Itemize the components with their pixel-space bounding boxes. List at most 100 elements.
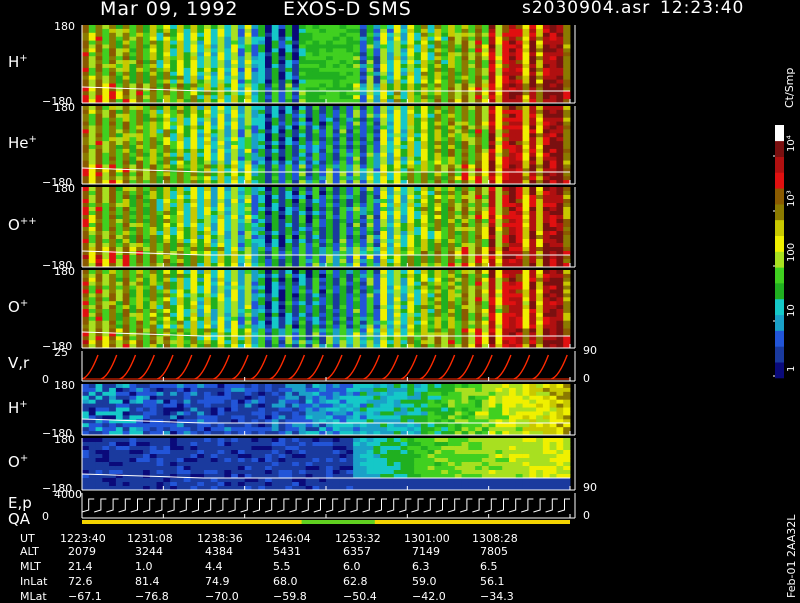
spectro-cell <box>414 117 422 122</box>
spectro-cell <box>339 121 347 126</box>
spectro-cell <box>400 60 408 65</box>
spectro-cell <box>237 251 246 256</box>
spectro-cell <box>332 52 340 57</box>
spectro-cell <box>332 227 340 232</box>
spectro-cell <box>224 156 232 161</box>
spectro-cell <box>332 40 340 45</box>
spectro-cell <box>549 207 557 212</box>
spectro-cell <box>271 133 279 138</box>
spectro-cell <box>258 129 266 134</box>
spectro-cell <box>549 211 557 216</box>
spectro-cell <box>332 32 340 38</box>
spectro-cell <box>204 251 212 256</box>
spectro-cell <box>509 121 517 126</box>
spectro-cell <box>536 156 544 161</box>
spectro-cell <box>542 60 551 65</box>
spectro-cell <box>468 152 476 158</box>
spectro-cell <box>522 251 530 256</box>
spectro-cell <box>204 231 212 236</box>
spectro-cell <box>332 56 340 61</box>
spectro-cell <box>536 141 544 146</box>
spectro-cell <box>190 71 198 77</box>
spectro-cell <box>156 305 164 310</box>
spectro-cell <box>522 145 530 150</box>
spectro-cell <box>393 199 401 204</box>
spectro-cell <box>339 75 347 80</box>
spectro-cell <box>217 95 225 100</box>
spectro-cell <box>237 160 246 165</box>
spectro-cell <box>244 109 252 115</box>
spectro-cell <box>122 137 130 142</box>
spectro-cell <box>305 293 313 298</box>
spectro-cell <box>88 87 96 92</box>
spectro-cell <box>95 87 103 92</box>
spectro-cell <box>454 251 462 256</box>
spectro-cell <box>156 176 164 181</box>
spectro-cell <box>143 219 151 224</box>
spectro-cell <box>563 223 571 228</box>
spectro-cell <box>224 133 232 138</box>
spectro-cell <box>95 75 103 80</box>
spectro-cell <box>461 48 469 53</box>
spectro-cell <box>380 106 388 111</box>
spectro-cell <box>536 203 544 208</box>
spectro-cell <box>488 44 496 49</box>
spectro-cell <box>231 297 239 302</box>
spectro-cell <box>102 87 110 92</box>
spectro-cell <box>88 247 96 252</box>
spectro-cell <box>285 164 293 169</box>
spectro-cell <box>326 56 334 61</box>
spectro-cell <box>509 160 517 165</box>
spectro-cell <box>495 125 503 130</box>
spectro-cell <box>244 48 252 53</box>
spectro-cell <box>468 32 476 38</box>
spectro-cell <box>481 36 490 41</box>
spectro-cell <box>400 28 408 34</box>
spectro-cell <box>122 32 130 38</box>
spectro-cell <box>387 164 395 169</box>
spectro-cell <box>495 223 503 228</box>
spectro-cell <box>143 273 151 279</box>
spectro-cell <box>326 255 334 260</box>
spectro-cell <box>115 125 124 130</box>
spectro-cell <box>163 44 171 49</box>
spectro-cell <box>278 44 286 49</box>
spectro-cell <box>298 40 307 45</box>
spectro-cell <box>515 195 523 200</box>
spectro-cell <box>204 44 212 49</box>
spectro-cell <box>122 129 130 134</box>
spectro-cell <box>170 195 178 200</box>
spectro-cell <box>461 56 469 61</box>
spectro-cell <box>176 91 185 96</box>
spectro-cell <box>448 199 456 204</box>
spectro-cell <box>509 176 517 181</box>
spectro-cell <box>468 247 476 252</box>
spectro-cell <box>217 164 225 169</box>
spectro-cell <box>434 117 442 122</box>
spectro-cell <box>326 91 334 96</box>
spectro-cell <box>448 44 456 49</box>
spectro-cell <box>339 152 347 158</box>
spectro-cell <box>88 141 96 146</box>
spectro-cell <box>217 247 225 252</box>
spectro-cell <box>454 99 462 104</box>
spectro-cell <box>156 137 164 142</box>
spectro-cell <box>414 239 422 244</box>
spectro-cell <box>556 25 564 30</box>
spectro-cell <box>129 187 137 192</box>
spectro-cell <box>373 172 381 177</box>
spectro-cell <box>536 71 544 77</box>
spectro-cell <box>176 109 185 115</box>
spectro-cell <box>427 215 435 220</box>
spectro-cell <box>217 199 225 204</box>
spectro-cell <box>190 203 198 208</box>
spectro-cell <box>454 199 462 204</box>
spectro-cell <box>163 297 171 302</box>
spectro-cell <box>88 251 96 256</box>
spectro-cell <box>102 332 110 337</box>
spectro-cell <box>326 187 334 192</box>
spectro-cell <box>176 285 185 290</box>
spectro-cell <box>176 309 185 314</box>
spectro-cell <box>339 99 347 104</box>
spectro-cell <box>204 199 212 204</box>
